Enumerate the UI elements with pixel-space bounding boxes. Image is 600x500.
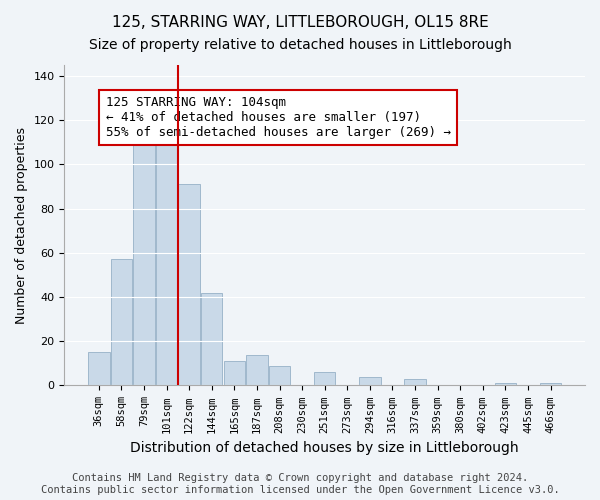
Bar (540, 383, 562, 386)
Text: Contains HM Land Registry data © Crown copyright and database right 2024.
Contai: Contains HM Land Registry data © Crown c… (41, 474, 559, 495)
Text: 125, STARRING WAY, LITTLEBOROUGH, OL15 8RE: 125, STARRING WAY, LITTLEBOROUGH, OL15 8… (112, 15, 488, 30)
Bar (110, 260, 132, 386)
Bar (404, 379, 426, 386)
Bar (88, 352, 110, 386)
Text: Size of property relative to detached houses in Littleborough: Size of property relative to detached ho… (89, 38, 511, 52)
Bar (246, 354, 268, 386)
Bar (494, 383, 516, 386)
Y-axis label: Number of detached properties: Number of detached properties (15, 126, 28, 324)
Bar (133, 134, 155, 386)
Bar (178, 184, 200, 386)
Text: 125 STARRING WAY: 104sqm
← 41% of detached houses are smaller (197)
55% of semi-: 125 STARRING WAY: 104sqm ← 41% of detach… (106, 96, 451, 139)
Bar (156, 124, 177, 386)
Bar (269, 366, 290, 386)
Bar (314, 372, 335, 386)
Bar (201, 292, 223, 386)
X-axis label: Distribution of detached houses by size in Littleborough: Distribution of detached houses by size … (130, 441, 519, 455)
Bar (359, 376, 380, 386)
Bar (224, 361, 245, 386)
